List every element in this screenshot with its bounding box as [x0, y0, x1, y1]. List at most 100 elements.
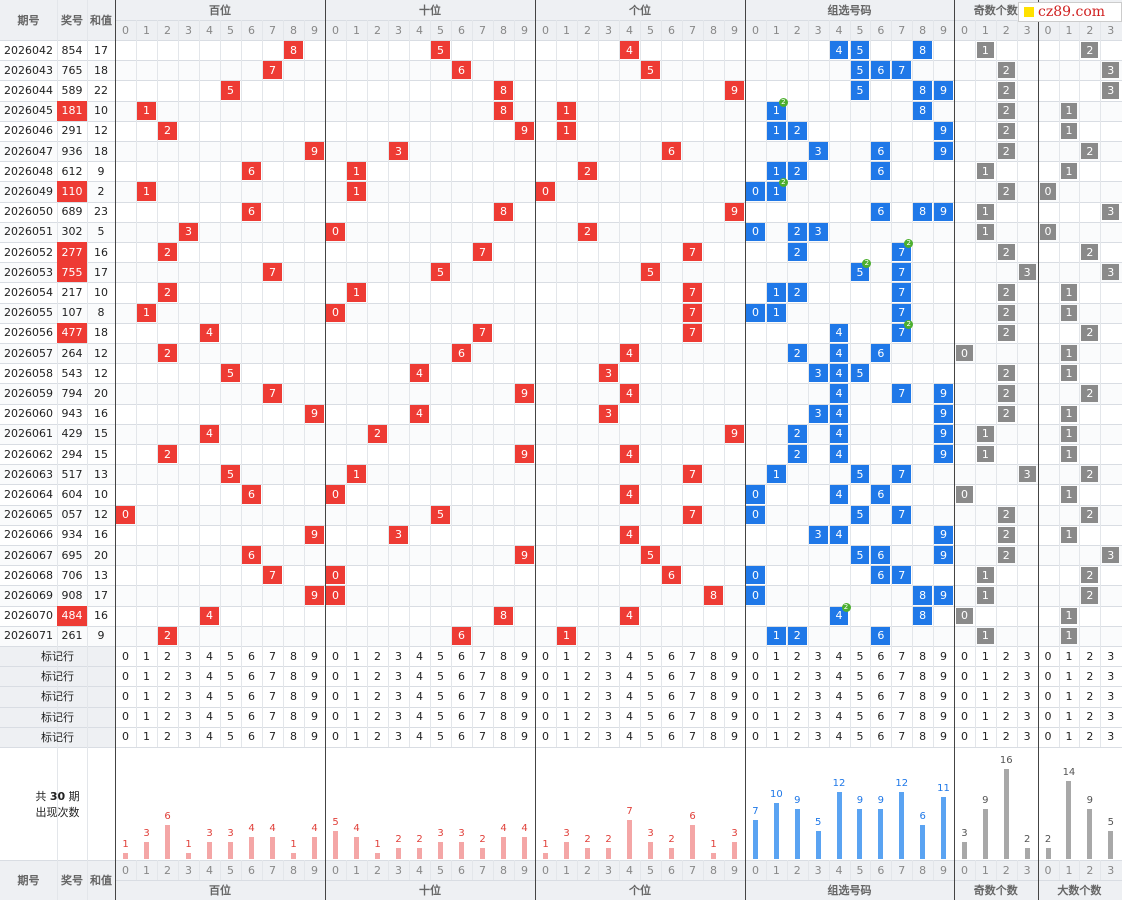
mark-cell[interactable]: 4 [626, 669, 633, 683]
mark-cell[interactable]: 0 [122, 689, 129, 703]
mark-cell[interactable]: 0 [332, 649, 339, 663]
mark-cell[interactable]: 0 [332, 730, 339, 744]
mark-cell[interactable]: 8 [500, 649, 507, 663]
mark-cell[interactable]: 0 [960, 669, 968, 683]
mark-cell[interactable]: 2 [793, 649, 801, 663]
mark-cell[interactable]: 9 [731, 730, 738, 744]
mark-cell[interactable]: 7 [479, 669, 486, 683]
mark-cell[interactable]: 2 [793, 689, 801, 703]
mark-cell[interactable]: 3 [605, 669, 612, 683]
mark-cell[interactable]: 0 [542, 689, 549, 703]
mark-cell[interactable]: 6 [458, 689, 465, 703]
mark-cell[interactable]: 4 [416, 710, 423, 724]
mark-cell[interactable]: 3 [395, 689, 402, 703]
mark-cell[interactable]: 2 [1086, 730, 1094, 744]
mark-cell[interactable]: 6 [668, 710, 675, 724]
mark-cell[interactable]: 3 [1023, 689, 1031, 703]
mark-cell[interactable]: 7 [269, 689, 276, 703]
mark-cell[interactable]: 3 [185, 689, 192, 703]
mark-cell[interactable]: 5 [856, 649, 864, 663]
mark-cell[interactable]: 3 [605, 730, 612, 744]
mark-cell[interactable]: 5 [647, 730, 654, 744]
mark-cell[interactable]: 5 [647, 649, 654, 663]
mark-cell[interactable]: 5 [647, 669, 654, 683]
mark-cell[interactable]: 8 [919, 649, 927, 663]
mark-cell[interactable]: 3 [185, 730, 192, 744]
mark-cell[interactable]: 8 [710, 689, 717, 703]
mark-cell[interactable]: 1 [563, 669, 570, 683]
mark-cell[interactable]: 4 [626, 649, 633, 663]
mark-cell[interactable]: 9 [311, 689, 318, 703]
mark-cell[interactable]: 0 [1044, 710, 1052, 724]
mark-cell[interactable]: 5 [647, 689, 654, 703]
mark-cell[interactable]: 3 [395, 710, 402, 724]
mark-cell[interactable]: 2 [374, 730, 381, 744]
mark-cell[interactable]: 5 [437, 710, 444, 724]
mark-cell[interactable]: 3 [1107, 689, 1115, 703]
mark-cell[interactable]: 6 [248, 669, 255, 683]
mark-cell[interactable]: 0 [960, 710, 968, 724]
mark-cell[interactable]: 3 [814, 730, 822, 744]
mark-cell[interactable]: 3 [605, 649, 612, 663]
mark-cell[interactable]: 9 [940, 710, 948, 724]
mark-cell[interactable]: 2 [164, 649, 171, 663]
mark-cell[interactable]: 3 [185, 649, 192, 663]
mark-cell[interactable]: 2 [164, 710, 171, 724]
mark-cell[interactable]: 9 [731, 669, 738, 683]
mark-cell[interactable]: 5 [647, 710, 654, 724]
mark-cell[interactable]: 3 [395, 669, 402, 683]
mark-cell[interactable]: 1 [143, 710, 150, 724]
mark-cell[interactable]: 9 [940, 649, 948, 663]
mark-cell[interactable]: 1 [143, 730, 150, 744]
mark-cell[interactable]: 7 [898, 669, 906, 683]
mark-cell[interactable]: 1 [563, 730, 570, 744]
mark-cell[interactable]: 8 [500, 730, 507, 744]
mark-cell[interactable]: 2 [164, 669, 171, 683]
mark-cell[interactable]: 1 [981, 649, 989, 663]
mark-cell[interactable]: 1 [772, 730, 780, 744]
mark-cell[interactable]: 2 [1086, 689, 1094, 703]
mark-cell[interactable]: 8 [500, 710, 507, 724]
mark-cell[interactable]: 4 [206, 730, 213, 744]
mark-cell[interactable]: 2 [1086, 669, 1094, 683]
mark-cell[interactable]: 7 [689, 730, 696, 744]
mark-cell[interactable]: 6 [248, 689, 255, 703]
mark-cell[interactable]: 2 [374, 669, 381, 683]
mark-cell[interactable]: 1 [353, 669, 360, 683]
mark-cell[interactable]: 0 [332, 669, 339, 683]
mark-cell[interactable]: 7 [269, 730, 276, 744]
mark-cell[interactable]: 9 [521, 689, 528, 703]
mark-cell[interactable]: 4 [416, 649, 423, 663]
mark-cell[interactable]: 8 [710, 649, 717, 663]
mark-cell[interactable]: 9 [521, 649, 528, 663]
mark-cell[interactable]: 0 [960, 649, 968, 663]
mark-cell[interactable]: 1 [981, 669, 989, 683]
mark-cell[interactable]: 2 [164, 730, 171, 744]
mark-cell[interactable]: 1 [1065, 669, 1073, 683]
mark-cell[interactable]: 5 [227, 649, 234, 663]
mark-cell[interactable]: 8 [500, 669, 507, 683]
mark-cell[interactable]: 7 [898, 649, 906, 663]
mark-cell[interactable]: 1 [981, 689, 989, 703]
mark-cell[interactable]: 2 [374, 689, 381, 703]
mark-cell[interactable]: 7 [689, 689, 696, 703]
mark-cell[interactable]: 1 [563, 689, 570, 703]
mark-cell[interactable]: 4 [416, 669, 423, 683]
mark-cell[interactable]: 8 [290, 710, 297, 724]
mark-cell[interactable]: 6 [458, 710, 465, 724]
mark-cell[interactable]: 7 [479, 710, 486, 724]
mark-cell[interactable]: 1 [981, 710, 989, 724]
mark-cell[interactable]: 8 [290, 669, 297, 683]
mark-cell[interactable]: 8 [710, 710, 717, 724]
mark-cell[interactable]: 2 [1002, 710, 1010, 724]
mark-cell[interactable]: 3 [605, 689, 612, 703]
mark-cell[interactable]: 0 [960, 730, 968, 744]
mark-cell[interactable]: 7 [479, 689, 486, 703]
mark-cell[interactable]: 3 [1023, 710, 1031, 724]
mark-cell[interactable]: 0 [542, 649, 549, 663]
mark-cell[interactable]: 6 [877, 730, 885, 744]
mark-cell[interactable]: 4 [206, 710, 213, 724]
mark-cell[interactable]: 2 [584, 689, 591, 703]
mark-cell[interactable]: 0 [751, 730, 759, 744]
mark-cell[interactable]: 7 [269, 649, 276, 663]
